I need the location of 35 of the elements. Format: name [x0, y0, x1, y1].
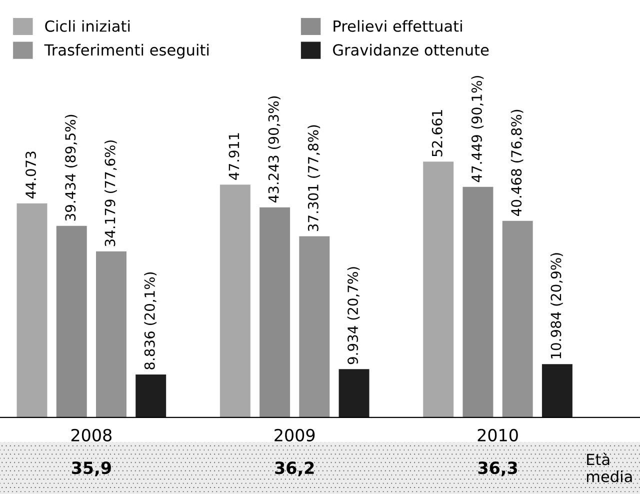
bar [462, 186, 494, 418]
legend-label: Prelievi effettuati [334, 20, 462, 32]
bar [502, 220, 533, 418]
data-label: 37.301 (77,8%) [308, 125, 320, 231]
x-tick-label: 2008 [71, 428, 112, 442]
bar [96, 251, 126, 418]
bar [16, 203, 48, 418]
data-label: 34.179 (77,6%) [104, 140, 117, 246]
bar [260, 207, 290, 418]
data-label: 40.468 (76,8%) [510, 110, 524, 216]
text: 36,2 [275, 462, 314, 476]
bar [542, 364, 572, 418]
data-label: 52.661 [432, 110, 442, 156]
data-label: 10.984 (20,9%) [550, 253, 563, 358]
data-label: 47.911 [228, 133, 240, 180]
legend-label: Cicli iniziati [45, 20, 130, 32]
data-label: 39.434 (89,5%) [64, 114, 78, 221]
bar [423, 162, 454, 418]
data-label: 43.243 (90,3%) [268, 96, 280, 203]
legend-label: Trasferimenti eseguiti [44, 44, 209, 59]
text: Età media [586, 452, 632, 482]
text: 36,3 [478, 462, 518, 476]
x-tick-label: 2010 [478, 428, 518, 442]
bar [136, 374, 166, 418]
data-label: 8.836 (20,1%) [144, 272, 157, 370]
bar [338, 369, 370, 418]
data-label: 47.449 (90,1%) [471, 76, 484, 182]
legend-label: Gravidanze ottenute [333, 44, 489, 56]
bar [299, 236, 330, 418]
text: 35,9 [72, 462, 111, 476]
x-tick-label: 2009 [274, 428, 315, 442]
bar [56, 226, 87, 418]
bar [220, 184, 250, 418]
data-label: 9.934 (20,7%) [347, 267, 360, 364]
data-label: 44.073 [26, 152, 36, 198]
